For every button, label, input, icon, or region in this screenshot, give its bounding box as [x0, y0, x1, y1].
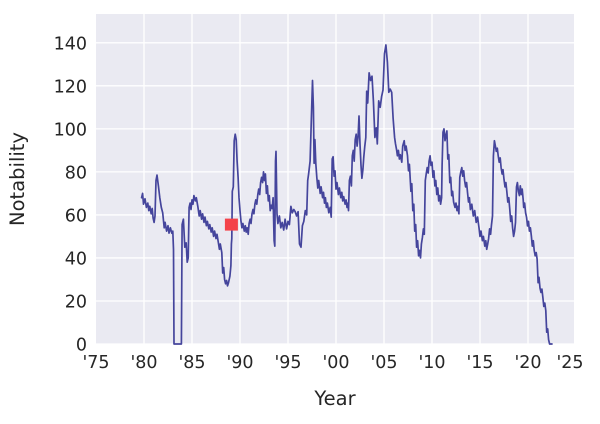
- y-tick-label-120: 120: [54, 77, 87, 97]
- red-square-marker: [224, 218, 238, 231]
- x-tick-label-85: '85: [178, 353, 205, 373]
- marker-layer: [224, 218, 238, 231]
- x-tick-label-20: '20: [514, 353, 541, 373]
- y-tick-label-20: 20: [65, 292, 87, 312]
- x-tick-label-10: '10: [418, 353, 445, 373]
- gridlines: [96, 14, 574, 345]
- x-tick-label-25: '25: [556, 353, 583, 373]
- y-tick-label-60: 60: [65, 206, 87, 226]
- notability-line: [140, 44, 553, 345]
- data-series: [140, 44, 553, 345]
- x-tick-label-00: '00: [322, 353, 349, 373]
- y-axis-title: Notability: [6, 132, 29, 226]
- x-tick-label-95: '95: [274, 353, 301, 373]
- x-axis-tick-labels: '75 '80 '85 '90 '95 '00 '05 '10 '15 '20 '25: [82, 353, 583, 373]
- y-tick-label-0: 0: [76, 336, 87, 356]
- y-tick-label-80: 80: [65, 163, 87, 183]
- y-tick-label-140: 140: [54, 34, 87, 54]
- x-tick-label-75: '75: [82, 353, 109, 373]
- x-tick-label-80: '80: [130, 353, 157, 373]
- x-axis-title: Year: [313, 387, 356, 410]
- y-tick-label-40: 40: [65, 249, 87, 269]
- y-axis-tick-labels: 0 20 40 60 80 100 120 140: [54, 34, 87, 355]
- x-tick-label-15: '15: [466, 353, 493, 373]
- y-tick-label-100: 100: [54, 120, 87, 140]
- x-tick-label-05: '05: [370, 353, 397, 373]
- x-tick-label-90: '90: [226, 353, 253, 373]
